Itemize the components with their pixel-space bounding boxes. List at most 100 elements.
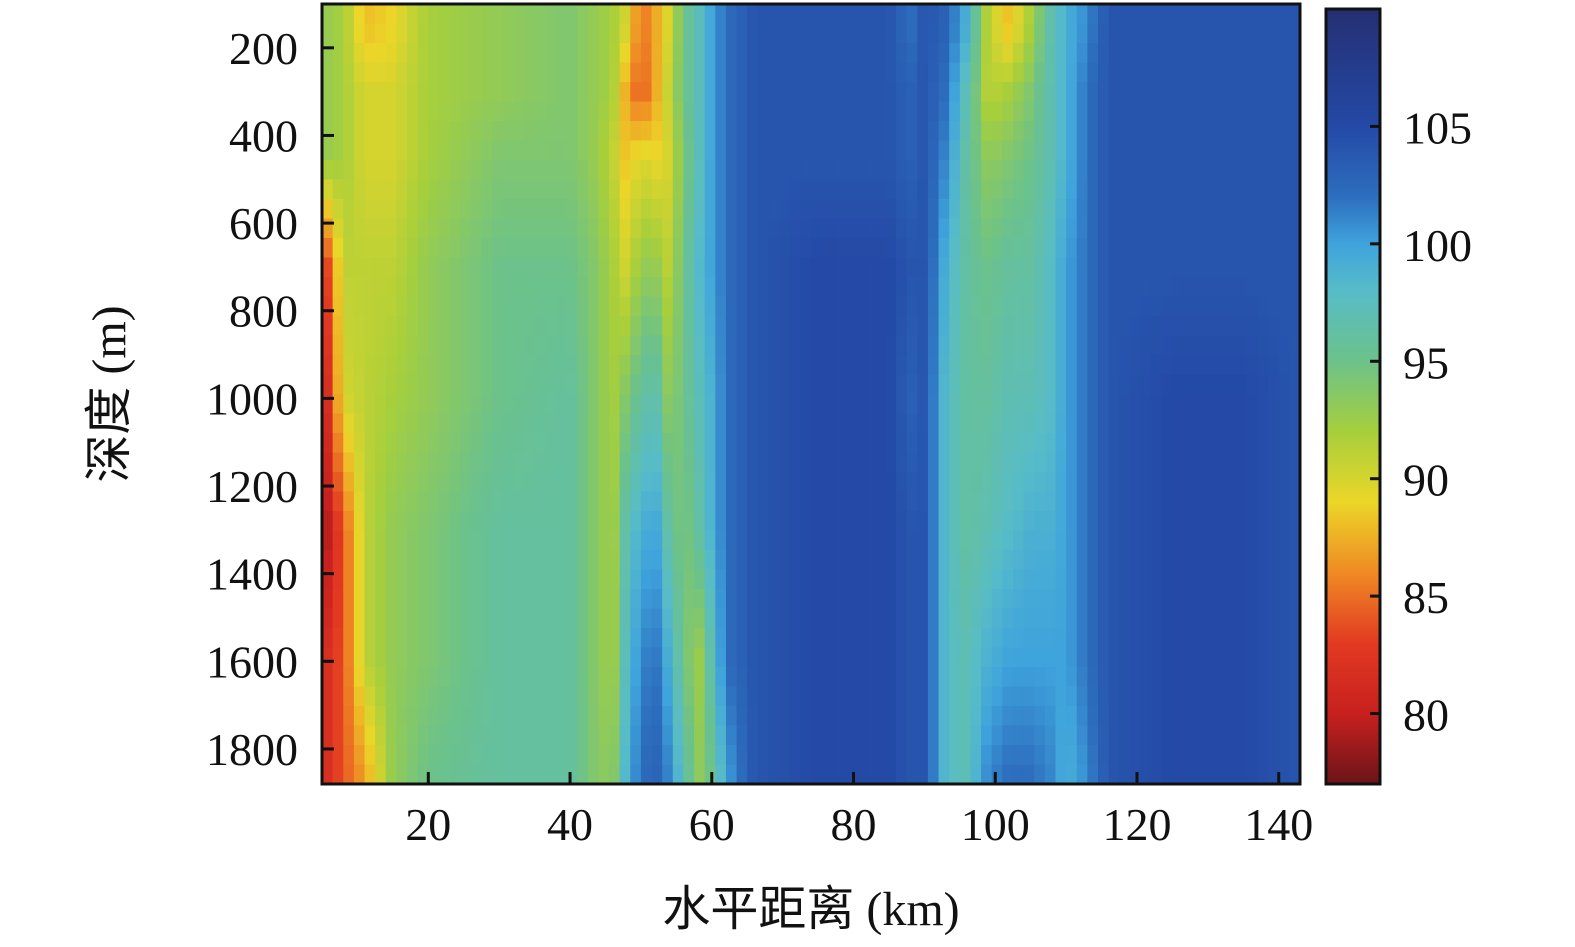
- heatmap-cell: [768, 550, 780, 571]
- heatmap-cell: [821, 608, 833, 629]
- heatmap-cell: [1204, 121, 1216, 142]
- heatmap-cell: [885, 686, 897, 707]
- heatmap-cell: [1172, 62, 1184, 83]
- heatmap-cell: [938, 433, 950, 454]
- heatmap-cell: [396, 277, 408, 298]
- heatmap-cell: [779, 82, 791, 103]
- heatmap-cell: [1289, 140, 1301, 161]
- heatmap-cell: [1129, 218, 1142, 239]
- heatmap-cell: [1183, 511, 1195, 532]
- heatmap-cell: [577, 355, 589, 376]
- heatmap-cell: [1012, 589, 1025, 610]
- heatmap-cell: [832, 530, 844, 551]
- heatmap-cell: [917, 101, 929, 122]
- heatmap-cell: [1055, 296, 1067, 317]
- heatmap-cell: [1108, 394, 1120, 415]
- heatmap-cell: [1161, 628, 1174, 649]
- heatmap-cell: [1055, 394, 1067, 415]
- heatmap-cell: [609, 199, 621, 220]
- heatmap-cell: [1183, 628, 1195, 649]
- heatmap-cell: [1172, 745, 1184, 766]
- heatmap-cell: [800, 62, 812, 83]
- heatmap-cell: [927, 608, 940, 629]
- heatmap-cell: [927, 23, 940, 44]
- heatmap-cell: [1193, 4, 1205, 25]
- heatmap-cell: [1066, 589, 1078, 610]
- heatmap-cell: [449, 433, 461, 454]
- heatmap-cell: [853, 62, 865, 83]
- heatmap-cell: [545, 218, 557, 239]
- heatmap-cell: [1012, 121, 1025, 142]
- heatmap-cell: [1246, 394, 1259, 415]
- heatmap-cell: [1172, 491, 1184, 512]
- heatmap-cell: [757, 140, 770, 161]
- heatmap-cell: [364, 316, 376, 337]
- heatmap-cell: [1066, 608, 1078, 629]
- heatmap-cell: [1044, 725, 1057, 746]
- heatmap-cell: [322, 589, 334, 610]
- heatmap-cell: [1246, 413, 1259, 434]
- heatmap-cell: [811, 706, 823, 727]
- heatmap-cell: [1193, 745, 1205, 766]
- heatmap-cell: [694, 355, 706, 376]
- heatmap-cell: [874, 433, 887, 454]
- heatmap-cell: [1246, 667, 1259, 688]
- heatmap-cell: [587, 394, 599, 415]
- heatmap-cell: [1129, 667, 1142, 688]
- heatmap-cell: [385, 491, 398, 512]
- heatmap-cell: [1076, 413, 1088, 434]
- heatmap-cell: [364, 452, 376, 473]
- heatmap-cell: [470, 686, 483, 707]
- heatmap-cell: [1268, 764, 1280, 785]
- heatmap-cell: [1087, 433, 1099, 454]
- heatmap-cell: [630, 160, 642, 181]
- heatmap-cell: [842, 491, 855, 512]
- heatmap-cell: [1055, 82, 1067, 103]
- heatmap-cell: [800, 43, 812, 64]
- heatmap-cell: [927, 277, 940, 298]
- heatmap-cell: [747, 4, 759, 25]
- heatmap-cell: [1204, 667, 1216, 688]
- heatmap-cell: [1151, 160, 1163, 181]
- heatmap-cell: [1225, 608, 1237, 629]
- heatmap-cell: [375, 628, 387, 649]
- heatmap-cell: [1066, 452, 1078, 473]
- heatmap-cell: [1172, 238, 1184, 259]
- heatmap-cell: [1002, 394, 1014, 415]
- heatmap-cell: [906, 238, 918, 259]
- heatmap-cell: [417, 316, 429, 337]
- heatmap-cell: [513, 335, 525, 356]
- heatmap-cell: [1236, 23, 1248, 44]
- heatmap-cell: [555, 647, 568, 668]
- heatmap-cell: [1183, 686, 1195, 707]
- heatmap-cell: [694, 179, 706, 200]
- heatmap-cell: [927, 433, 940, 454]
- heatmap-cell: [385, 374, 398, 395]
- heatmap-cell: [938, 491, 950, 512]
- heatmap-cell: [789, 394, 801, 415]
- heatmap-cell: [1012, 569, 1025, 590]
- heatmap-cell: [1193, 160, 1205, 181]
- heatmap-cell: [1214, 62, 1227, 83]
- heatmap-cell: [874, 725, 887, 746]
- heatmap-cell: [832, 23, 844, 44]
- heatmap-cell: [1087, 4, 1099, 25]
- heatmap-cell: [651, 82, 663, 103]
- heatmap-cell: [981, 608, 993, 629]
- heatmap-cell: [630, 491, 642, 512]
- heatmap-cell: [1044, 530, 1057, 551]
- heatmap-cell: [842, 686, 855, 707]
- heatmap-cell: [874, 374, 887, 395]
- heatmap-cell: [1268, 647, 1280, 668]
- heatmap-cell: [1183, 472, 1195, 493]
- heatmap-cell: [523, 316, 536, 337]
- heatmap-cell: [821, 4, 833, 25]
- heatmap-cell: [598, 686, 610, 707]
- heatmap-cell: [1289, 764, 1301, 785]
- heatmap-cell: [864, 101, 876, 122]
- heatmap-cell: [874, 530, 887, 551]
- heatmap-cell: [534, 647, 546, 668]
- heatmap-cell: [375, 121, 387, 142]
- heatmap-cell: [757, 550, 770, 571]
